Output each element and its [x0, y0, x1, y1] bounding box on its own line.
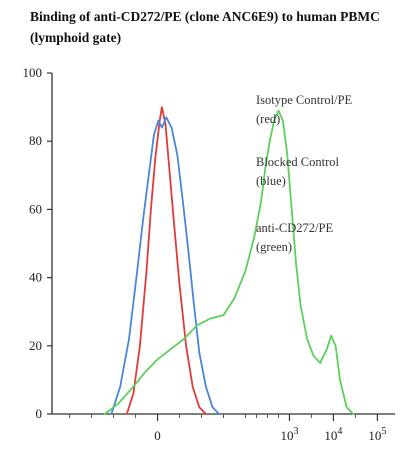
x-tick-label: 0 — [154, 428, 161, 443]
axes: 0 20 40 60 80 100 0 103 104 105 — [23, 65, 395, 443]
legend: Isotype Control/PE (red) Blocked Control (b… — [256, 93, 353, 254]
y-tick-label: 100 — [23, 65, 43, 80]
legend-entry-1: (blue) — [256, 174, 286, 188]
series-line-1 — [110, 116, 221, 415]
legend-entry-2: anti-CD272/PE — [256, 221, 333, 235]
series-lines — [103, 106, 355, 415]
y-tick-label: 20 — [29, 338, 42, 353]
y-tick-label: 40 — [29, 270, 42, 285]
chart-title: Binding of anti-CD272/PE (clone ANC6E9) … — [30, 9, 380, 45]
y-tick-label: 60 — [29, 201, 42, 216]
legend-entry-0: (red) — [256, 112, 280, 126]
series-line-0 — [125, 106, 207, 415]
x-tick-label: 105 — [368, 426, 386, 443]
x-tick-label: 104 — [324, 426, 342, 443]
y-tick-label: 80 — [29, 133, 42, 148]
x-tick-label: 103 — [280, 426, 298, 443]
y-tick-label: 0 — [36, 406, 43, 421]
legend-entry-0: Isotype Control/PE — [256, 93, 353, 107]
series-line-2 — [103, 109, 355, 415]
legend-entry-2: (green) — [256, 240, 292, 254]
legend-entry-1: Blocked Control — [256, 155, 340, 169]
